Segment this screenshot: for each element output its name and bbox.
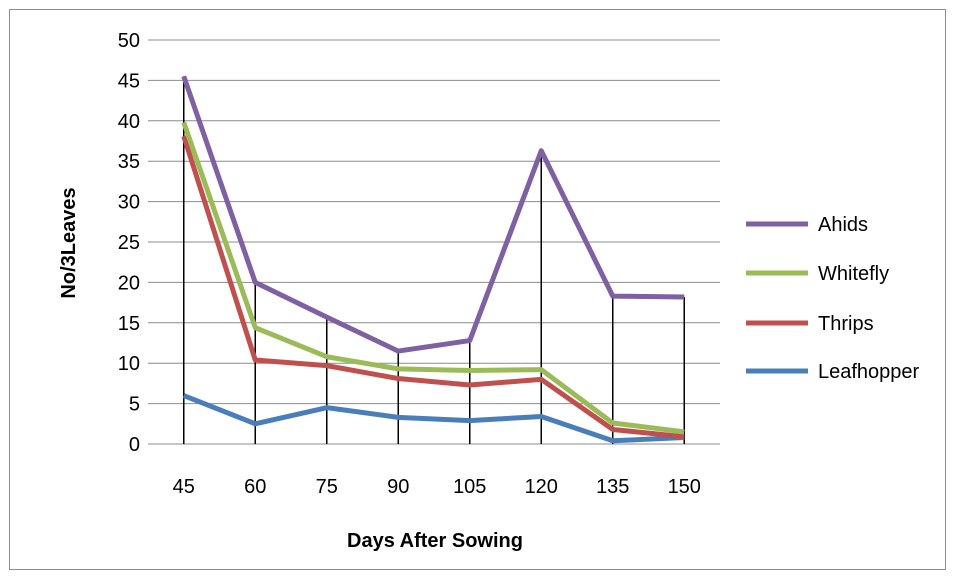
series-line-whitefly [181,121,685,435]
series-lines [181,75,685,444]
legend-label: Whitefly [818,263,889,285]
y-tick-label: 20 [118,272,140,294]
series-line-ahids [181,75,685,354]
drop-lines [183,76,685,444]
y-tick-label: 50 [118,30,140,52]
legend: Ahids Whitefly Thrips Leafhopper [746,214,920,383]
x-tick-label: 120 [525,476,558,498]
x-axis-label: Days After Sowing [347,530,523,552]
y-tick-labels: 0 5 10 15 20 25 30 35 40 45 50 [118,30,140,456]
y-tick-label: 35 [118,151,140,173]
series-line-thrips [181,135,685,440]
x-tick-label: 90 [387,476,409,498]
y-tick-label: 25 [118,232,140,254]
x-tick-label: 105 [453,476,486,498]
legend-label: Ahids [818,214,868,236]
legend-label: Leafhopper [818,361,920,383]
y-tick-label: 45 [118,70,140,92]
y-tick-label: 15 [118,313,140,335]
y-tick-label: 10 [118,353,140,375]
x-tick-label: 45 [173,476,195,498]
gridlines [148,39,720,445]
x-tick-label: 135 [596,476,629,498]
x-tick-labels: 45 60 75 90 105 120 135 150 [173,476,701,498]
y-tick-label: 5 [129,394,140,416]
chart-frame [9,9,946,570]
y-axis-label: No/3Leaves [58,187,80,298]
x-tick-label: 75 [316,476,338,498]
y-tick-label: 30 [118,192,140,214]
y-tick-label: 40 [118,111,140,133]
series-line-leafhopper [182,393,685,444]
legend-label: Thrips [818,313,874,335]
x-tick-label: 60 [244,476,266,498]
y-tick-label: 0 [129,434,140,456]
x-tick-label: 150 [668,476,701,498]
